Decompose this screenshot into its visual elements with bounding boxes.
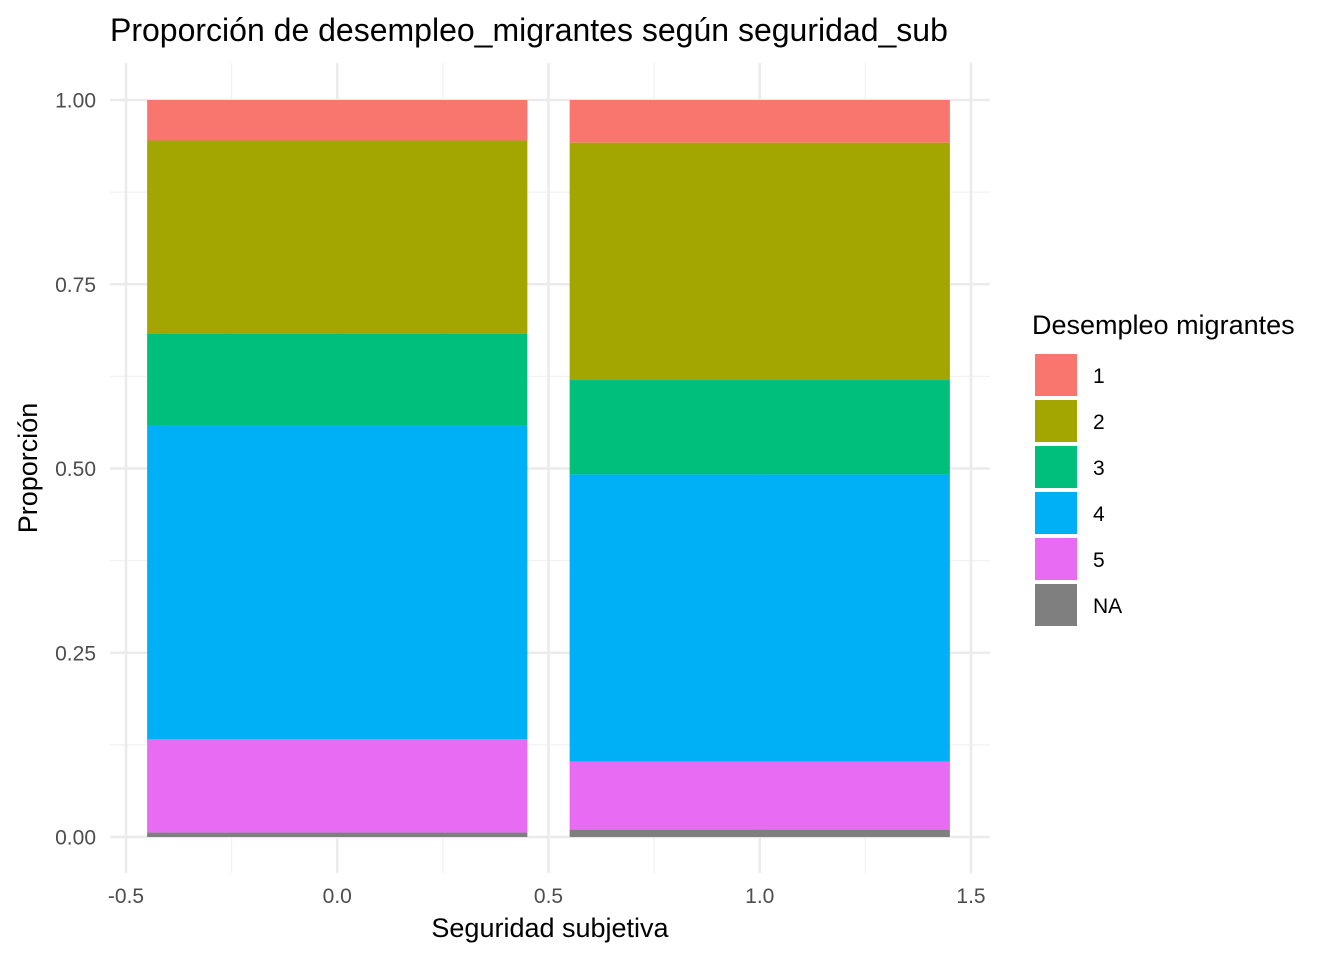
y-tick-label: 0.75 [55, 274, 96, 297]
legend-key [1035, 446, 1077, 488]
bar-segment [147, 140, 528, 334]
legend-key [1035, 354, 1077, 396]
bar-segment [147, 738, 528, 833]
bar-segment [147, 425, 528, 739]
y-axis-title: Proporción [13, 403, 43, 534]
legend-key [1035, 538, 1077, 580]
legend-key [1035, 492, 1077, 534]
bar-segment [569, 100, 950, 143]
x-tick-label: 1.0 [745, 885, 774, 908]
bar-segment [569, 380, 950, 475]
legend: Desempleo migrantes 1 2 3 4 5 NA [1032, 310, 1295, 626]
legend-label: 5 [1093, 549, 1105, 572]
y-tick-label: 1.00 [55, 90, 96, 113]
x-tick-label: -0.5 [108, 885, 144, 908]
x-tick-label: 1.5 [956, 885, 985, 908]
x-tick-label: 0.5 [534, 885, 563, 908]
legend-key [1035, 584, 1077, 626]
y-tick-label: 0.25 [55, 642, 96, 665]
bar-segment [569, 474, 950, 762]
x-tick-label: 0.0 [323, 885, 352, 908]
y-tick-label: 0.50 [55, 458, 96, 481]
bar-segment [147, 832, 528, 837]
bar-segment [569, 829, 950, 837]
x-axis-ticks: -0.5 0.0 0.5 1.0 1.5 [108, 885, 986, 908]
legend-label: 2 [1093, 411, 1105, 434]
legend-label: 4 [1093, 503, 1105, 526]
bar-segment [147, 333, 528, 426]
x-axis-title: Seguridad subjetiva [431, 913, 669, 943]
legend-label: 3 [1093, 457, 1105, 480]
y-axis-ticks: 0.00 0.25 0.50 0.75 1.00 [55, 90, 96, 850]
bars [147, 100, 950, 837]
legend-key [1035, 400, 1077, 442]
legend-title: Desempleo migrantes [1032, 310, 1295, 340]
bar-segment [569, 761, 950, 830]
bar-segment [569, 142, 950, 381]
chart-title: Proporción de desempleo_migrantes según … [110, 12, 948, 48]
y-tick-label: 0.00 [55, 827, 96, 850]
legend-label: 1 [1093, 365, 1105, 388]
legend-label: NA [1093, 595, 1122, 618]
bar-segment [147, 100, 528, 141]
